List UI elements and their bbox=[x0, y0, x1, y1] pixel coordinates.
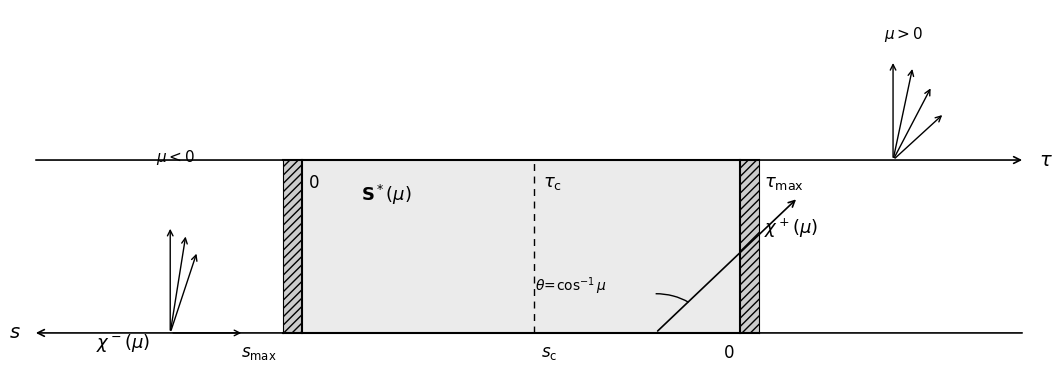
Text: 0: 0 bbox=[725, 344, 734, 362]
Bar bbox=[303, 160, 740, 333]
Text: $s_{\rm max}$: $s_{\rm max}$ bbox=[241, 344, 277, 362]
Text: $\mathbf{S}^*(\mu)$: $\mathbf{S}^*(\mu)$ bbox=[361, 183, 412, 207]
Text: $\chi^-(\mu)$: $\chi^-(\mu)$ bbox=[95, 332, 150, 354]
Text: $\mu>0$: $\mu>0$ bbox=[884, 25, 924, 44]
Text: $\chi^+(\mu)$: $\chi^+(\mu)$ bbox=[764, 217, 819, 240]
Bar bbox=[284, 160, 303, 333]
Bar bbox=[740, 160, 759, 333]
Text: $\theta\!=\!\cos^{-1}\mu$: $\theta\!=\!\cos^{-1}\mu$ bbox=[535, 276, 607, 298]
Text: 0: 0 bbox=[309, 174, 318, 192]
Text: $\tau_{\rm max}$: $\tau_{\rm max}$ bbox=[764, 174, 804, 192]
Text: $\tau$: $\tau$ bbox=[1039, 150, 1053, 169]
Text: $\mu<0$: $\mu<0$ bbox=[156, 147, 195, 167]
Text: $\tau_{\rm c}$: $\tau_{\rm c}$ bbox=[543, 174, 562, 192]
Text: $s_{\rm c}$: $s_{\rm c}$ bbox=[541, 344, 557, 362]
Text: $s$: $s$ bbox=[8, 324, 20, 343]
